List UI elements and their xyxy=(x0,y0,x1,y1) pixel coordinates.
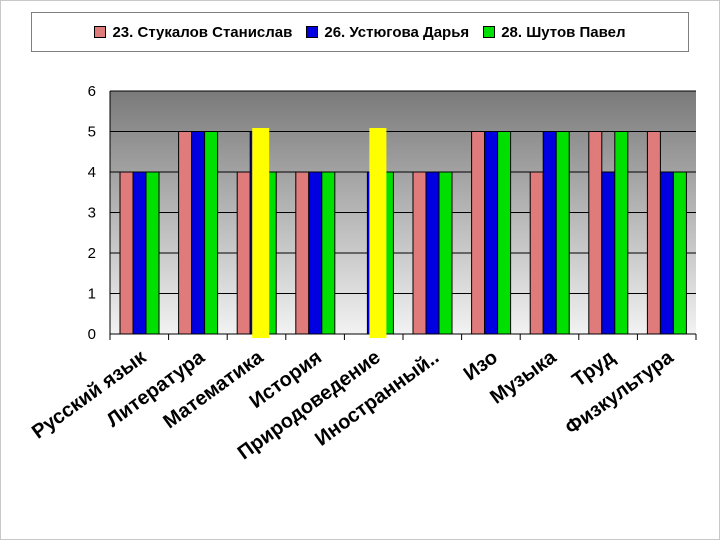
y-tick-label: 4 xyxy=(88,164,96,181)
highlight-marker xyxy=(252,128,270,338)
bar-series-1 xyxy=(471,131,486,335)
bar-series-3 xyxy=(204,131,219,335)
bar-series-1 xyxy=(646,131,661,335)
y-tick-label: 2 xyxy=(88,245,96,262)
bar-series-2 xyxy=(308,171,323,335)
legend-swatch-series-2 xyxy=(306,26,319,38)
y-tick-label: 1 xyxy=(88,286,96,303)
legend-item-series-2: 26. Устюгова Дарья xyxy=(306,24,469,41)
bar-series-2 xyxy=(484,131,499,335)
bar-series-3 xyxy=(614,131,629,335)
bar-series-2 xyxy=(542,131,557,335)
legend-swatch-series-1 xyxy=(94,26,107,38)
bar-series-3 xyxy=(145,171,160,335)
bar-series-1 xyxy=(236,171,251,335)
y-tick-label: 5 xyxy=(88,124,96,141)
bar-series-1 xyxy=(529,171,544,335)
bar-series-1 xyxy=(295,171,310,335)
x-category-label: Математика xyxy=(159,346,268,433)
bar-series-2 xyxy=(601,171,616,335)
x-category-label: Физкультура xyxy=(561,346,678,439)
bar-series-2 xyxy=(425,171,440,335)
legend-swatch-series-3 xyxy=(483,26,496,38)
bar-series-2 xyxy=(132,171,147,335)
bar-series-1 xyxy=(178,131,193,335)
bar-series-3 xyxy=(438,171,453,335)
legend-label-series-2: 26. Устюгова Дарья xyxy=(324,23,470,41)
legend-label-series-3: 28. Шутов Павел xyxy=(501,23,626,41)
bar-series-3 xyxy=(497,131,512,335)
y-tick-label: 6 xyxy=(88,83,96,100)
highlight-marker xyxy=(369,128,387,338)
chart-legend: 23. Стукалов Станислав 26. Устюгова Дарь… xyxy=(31,12,689,52)
bar-series-3 xyxy=(321,171,336,335)
bar-series-2 xyxy=(659,171,674,335)
y-tick-label: 0 xyxy=(88,326,96,343)
bar-series-3 xyxy=(555,131,570,335)
legend-label-series-1: 23. Стукалов Станислав xyxy=(112,23,293,41)
y-tick-label: 3 xyxy=(88,205,96,222)
bar-series-2 xyxy=(191,131,206,335)
bar-series-3 xyxy=(672,171,687,335)
legend-item-series-1: 23. Стукалов Станислав xyxy=(94,24,292,41)
bar-series-1 xyxy=(119,171,134,335)
bar-series-1 xyxy=(588,131,603,335)
x-category-label: Изо xyxy=(460,346,502,385)
bar-series-1 xyxy=(412,171,427,335)
x-category-label: Музыка xyxy=(486,346,561,409)
legend-item-series-3: 28. Шутов Павел xyxy=(483,23,626,41)
